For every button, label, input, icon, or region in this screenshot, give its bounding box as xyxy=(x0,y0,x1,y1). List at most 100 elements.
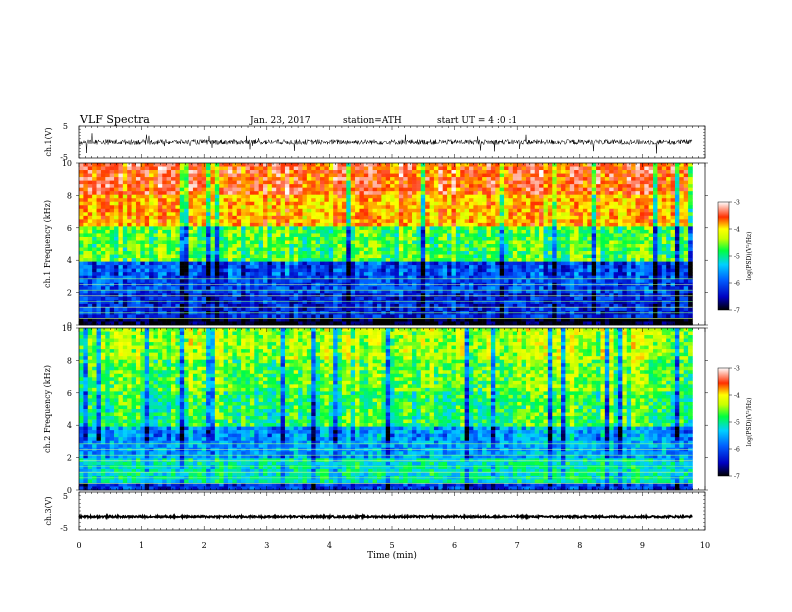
spectrogram-cell xyxy=(122,215,128,220)
spectrogram-cell xyxy=(192,265,198,269)
spectrogram-cell xyxy=(525,180,531,185)
spectrogram-cell xyxy=(302,208,308,213)
spectrogram-cell xyxy=(631,163,636,167)
spectrogram-cell xyxy=(490,170,496,174)
spectrogram-cell xyxy=(258,219,264,224)
spectrogram-cell xyxy=(578,163,584,167)
spectrogram-cell xyxy=(604,173,610,178)
spectrogram-cell xyxy=(114,205,119,210)
spectrogram-cell xyxy=(333,219,338,224)
spectrogram-cell xyxy=(227,201,233,206)
spectrogram-cell xyxy=(197,208,202,213)
spectrogram-cell xyxy=(153,198,159,203)
spectrogram-cell xyxy=(306,215,312,220)
spectrogram-cell xyxy=(179,201,185,206)
spectrogram-cell xyxy=(214,279,220,284)
spectrogram-cell xyxy=(565,222,571,227)
spectrogram-cell xyxy=(192,244,198,248)
spectrogram-cell xyxy=(346,244,351,248)
spectrogram-cell xyxy=(552,201,557,206)
spectrogram-cell xyxy=(661,247,667,252)
spectrogram-cell xyxy=(547,254,553,259)
spectrogram-cell xyxy=(122,163,128,167)
spectrogram-cell xyxy=(425,272,430,276)
spectrogram-cell xyxy=(249,240,255,245)
spectrogram-cell xyxy=(534,254,540,259)
spectrogram-cell xyxy=(166,219,172,224)
spectrogram-cell xyxy=(425,254,430,259)
spectrogram-cell xyxy=(232,198,238,203)
spectrogram-cell xyxy=(263,222,268,227)
spectrogram-cell xyxy=(245,258,251,262)
spectrogram-cell xyxy=(482,187,487,192)
spectrogram-cell xyxy=(517,201,522,206)
spectrogram-cell xyxy=(657,212,663,217)
spectrogram-cell xyxy=(333,187,338,192)
spectrogram-cell xyxy=(547,191,553,195)
spectrogram-cell xyxy=(622,279,628,284)
spectrogram-cell xyxy=(477,244,483,248)
spectrogram-cell xyxy=(565,191,571,195)
spectrogram-cell xyxy=(236,251,242,255)
spectrogram-cell xyxy=(574,251,579,255)
spectrogram-cell xyxy=(517,272,522,276)
spectrogram-cell xyxy=(324,173,330,178)
spectrogram-cell xyxy=(464,208,470,213)
spectrogram-cell xyxy=(302,180,308,185)
spectrogram-cell xyxy=(683,215,689,220)
spectrogram-cell xyxy=(469,240,474,245)
spectrogram-cell xyxy=(543,163,549,167)
spectrogram-cell xyxy=(333,184,338,188)
spectrogram-cell xyxy=(245,191,251,195)
spectrogram-cell xyxy=(166,258,172,262)
spectrogram-cell xyxy=(359,187,365,192)
spectrogram-cell xyxy=(626,184,632,188)
spectrogram-cell xyxy=(582,208,588,213)
spectrogram-cell xyxy=(267,247,273,252)
spectrogram-cell xyxy=(407,191,413,195)
spectrogram-cell xyxy=(464,201,470,206)
spectrogram-cell xyxy=(241,212,246,217)
spectrogram-cell xyxy=(569,279,575,284)
spectrogram-cell xyxy=(394,226,400,231)
spectrogram-cell xyxy=(363,194,369,199)
spectrogram-cell xyxy=(280,198,286,203)
spectrogram-cell xyxy=(512,275,518,280)
spectrogram-cell xyxy=(464,236,470,241)
spectrogram-cell xyxy=(469,279,474,284)
spectrogram-cell xyxy=(556,170,562,174)
spectrogram-cell xyxy=(363,240,369,245)
spectrogram-cell xyxy=(105,177,110,181)
spectrogram-cell xyxy=(341,219,347,224)
spectrogram-cell xyxy=(135,163,141,167)
spectrogram-cell xyxy=(521,226,527,231)
spectrogram-cell xyxy=(666,275,671,280)
spectrogram-cell xyxy=(385,201,391,206)
spectrogram-cell xyxy=(666,201,671,206)
spectrogram-cell xyxy=(451,244,457,248)
spectrogram-cell xyxy=(254,208,259,213)
spectrogram-cell xyxy=(578,212,584,217)
spectrogram-cell xyxy=(552,251,557,255)
spectrogram-cell xyxy=(79,208,84,213)
spectrogram-cell xyxy=(495,251,500,255)
spectrogram-cell xyxy=(482,163,487,167)
spectrogram-cell xyxy=(539,177,544,181)
spectrogram-cell xyxy=(140,233,146,238)
spectrogram-cell xyxy=(657,247,663,252)
spectrogram-cell xyxy=(79,173,84,178)
spectrogram-cell xyxy=(679,184,685,188)
spectrogram-cell xyxy=(118,251,124,255)
spectrogram-cell xyxy=(508,201,514,206)
spectrogram-cell xyxy=(293,261,299,266)
spectrogram-cell xyxy=(79,180,84,185)
spectrogram-cell xyxy=(569,240,575,245)
spectrogram-cell xyxy=(626,173,632,178)
spectrogram-cell xyxy=(407,187,413,192)
spectrogram-cell xyxy=(83,268,89,273)
spectrogram-cell xyxy=(657,258,663,262)
spectrogram-cell xyxy=(135,258,141,262)
spectrogram-cell xyxy=(469,219,474,224)
spectrogram-cell xyxy=(565,272,571,276)
